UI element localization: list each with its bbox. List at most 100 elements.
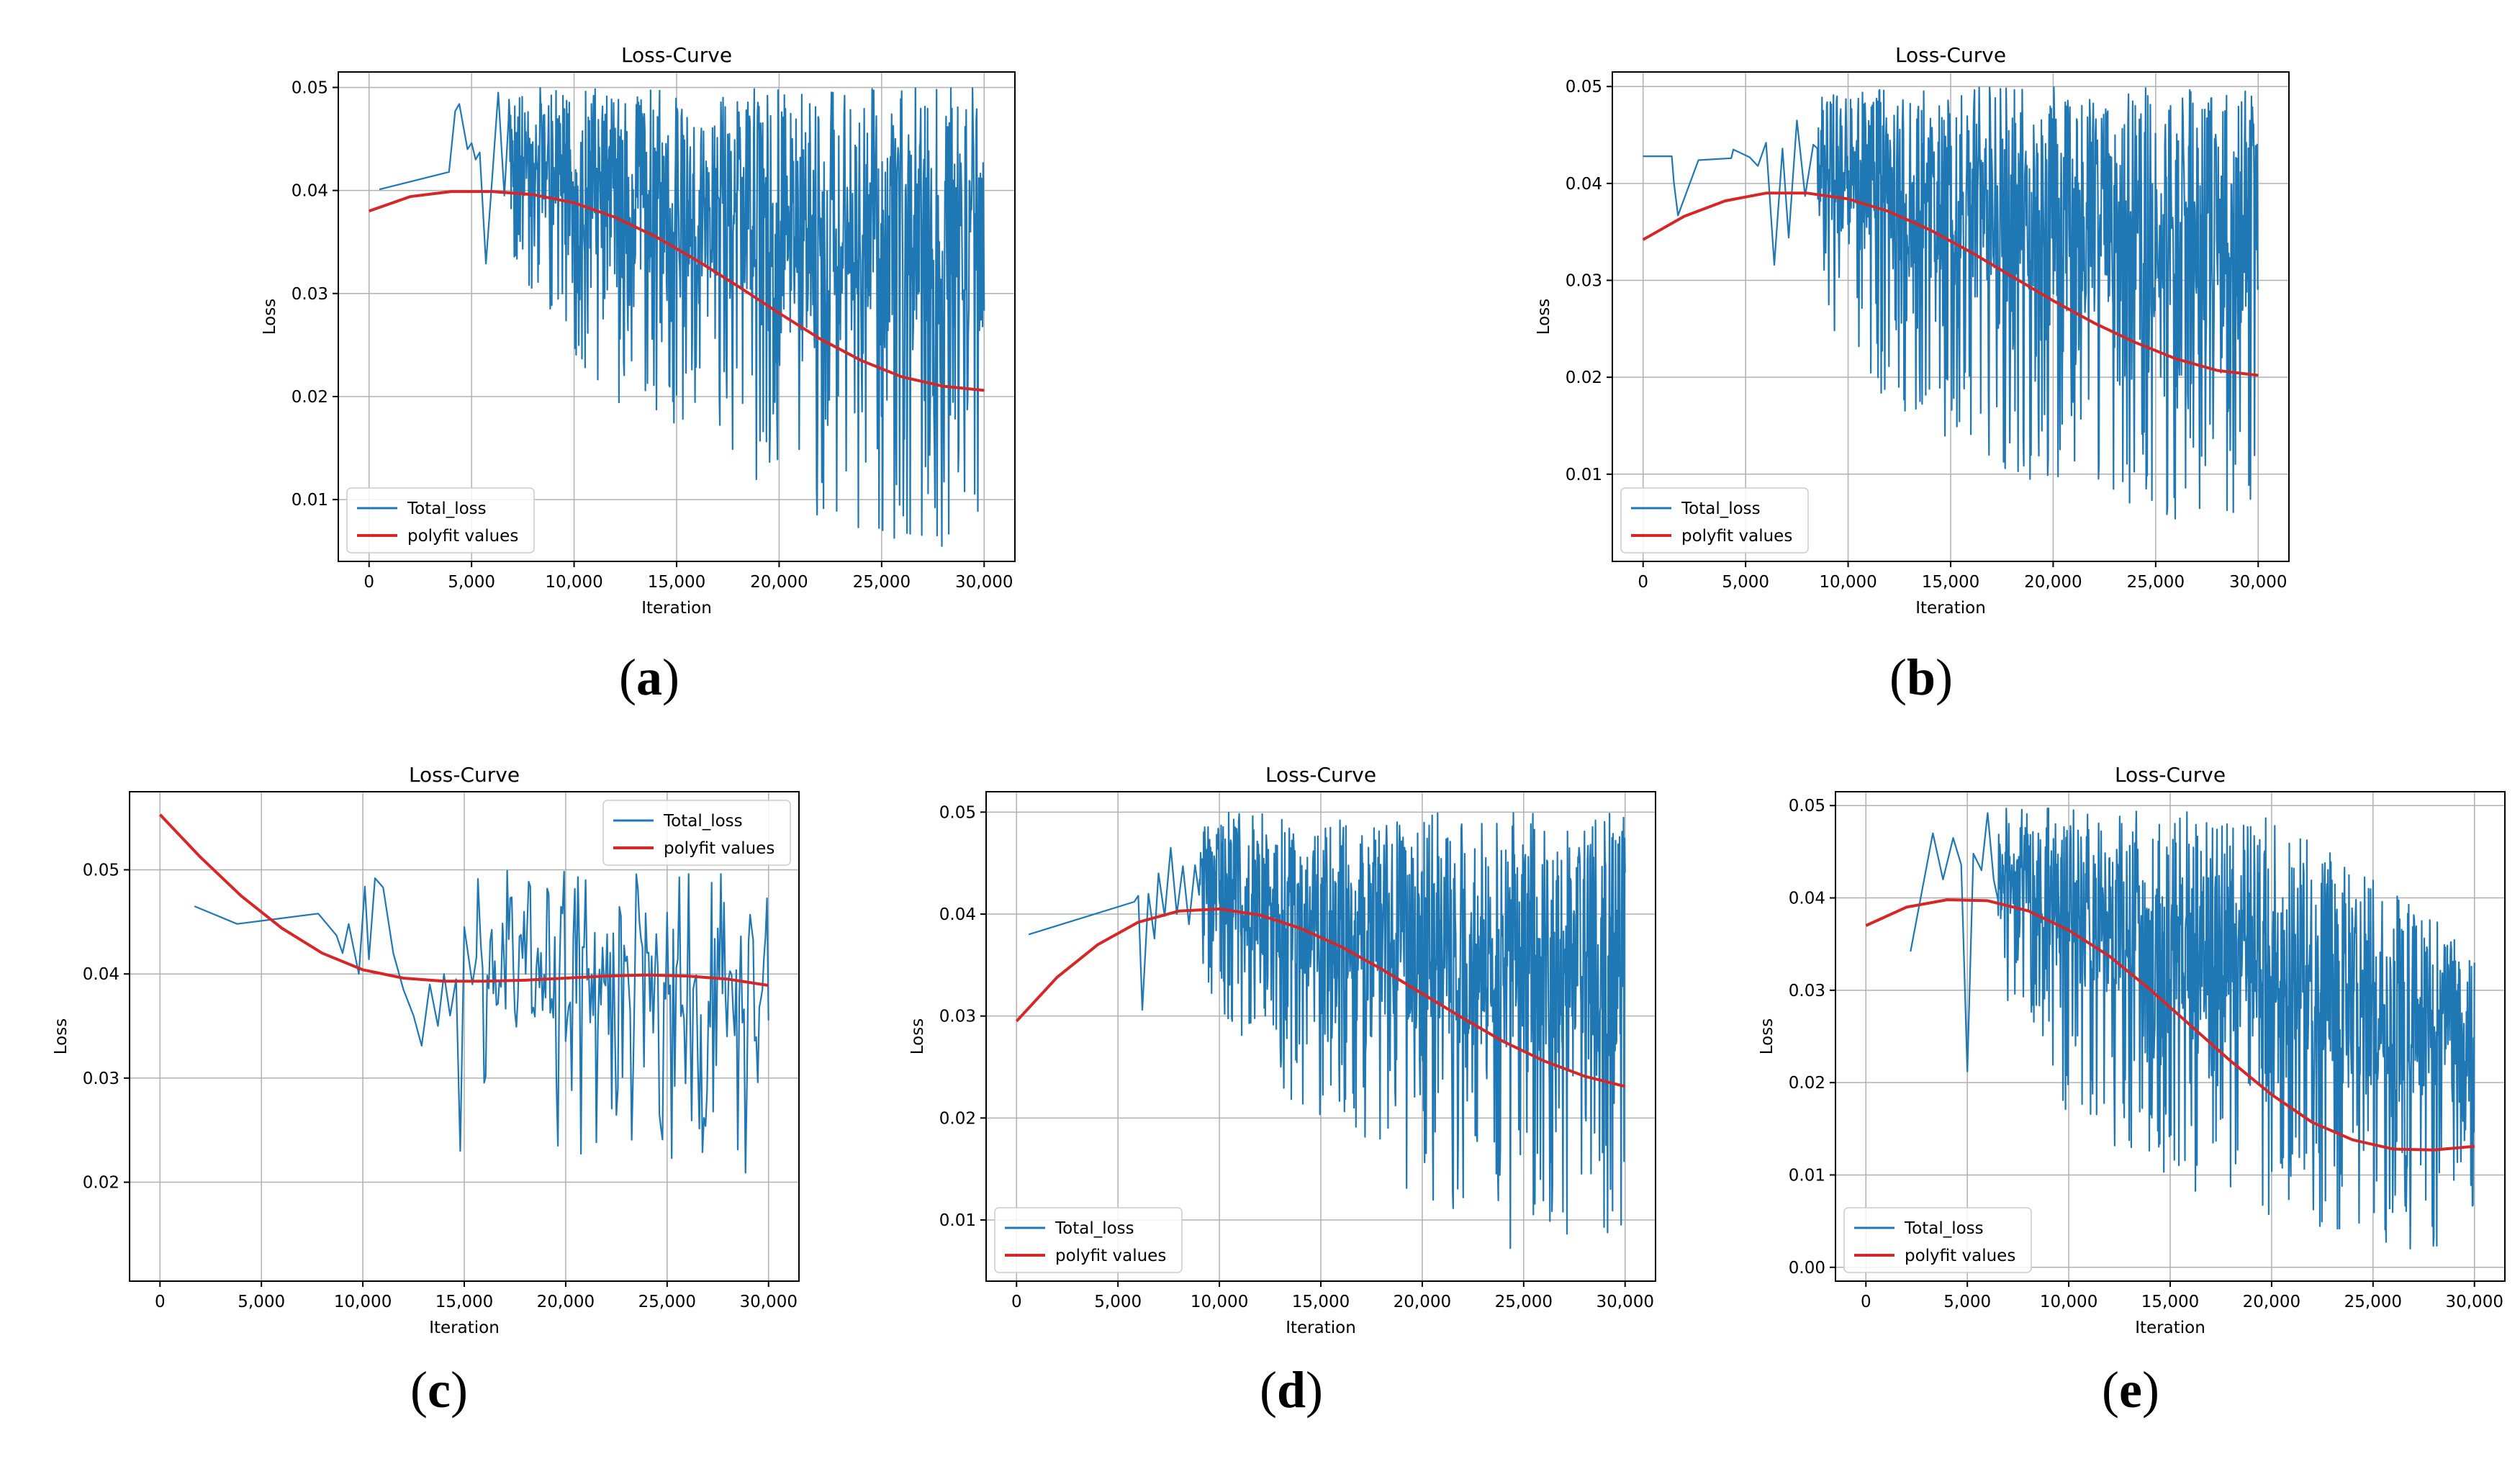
y-tick-label: 0.05 xyxy=(1789,797,1825,815)
y-tick-label: 0.02 xyxy=(1789,1074,1825,1093)
x-tick-label: 10,000 xyxy=(334,1293,392,1311)
series-total-loss-line xyxy=(379,86,985,547)
series-total-loss-line xyxy=(1028,811,1626,1249)
chart-title: Loss-Curve xyxy=(409,763,520,787)
x-tick-label: 20,000 xyxy=(2024,573,2082,592)
panel-c: Loss-Curve 0 5,000 10,000 15,000 20,000 25,000… xyxy=(29,749,813,1439)
series-polyfit-line xyxy=(1015,907,1626,1088)
x-axis-label: Iteration xyxy=(1286,1319,1356,1337)
series-polyfit-line xyxy=(158,813,769,987)
x-tick-label: 15,000 xyxy=(435,1293,493,1311)
y-tick-label: 0.03 xyxy=(939,1008,976,1026)
x-tick-label: 0 xyxy=(1861,1293,1871,1311)
panel-a: Loss-Curve 0 5,000 10,000 15,000 20,000 25,000… xyxy=(238,29,1029,706)
y-tick-label: 0.00 xyxy=(1789,1259,1825,1278)
y-tick-label: 0.04 xyxy=(292,182,328,201)
y-axis-label: Loss xyxy=(261,299,279,335)
x-tick-label: 15,000 xyxy=(648,573,705,592)
x-tick-label: 20,000 xyxy=(1394,1293,1451,1311)
x-tick-label: 15,000 xyxy=(1922,573,1979,592)
y-tick-label: 0.02 xyxy=(83,1174,119,1193)
x-tick-label: 15,000 xyxy=(1292,1293,1350,1311)
x-tick-label: 15,000 xyxy=(2141,1293,2199,1311)
caption-b: (b) xyxy=(1889,648,1954,706)
x-tick-label: 25,000 xyxy=(638,1293,696,1311)
x-tick-label: 10,000 xyxy=(1191,1293,1248,1311)
chart-title: Loss-Curve xyxy=(621,43,732,67)
y-tick-label: 0.01 xyxy=(1789,1166,1825,1185)
x-tick-label: 20,000 xyxy=(537,1293,595,1311)
y-tick-label: 0.01 xyxy=(292,491,328,510)
x-tick-label: 30,000 xyxy=(2229,573,2287,592)
x-tick-label: 5,000 xyxy=(1722,573,1769,592)
y-axis-label: Loss xyxy=(1758,1018,1776,1054)
y-tick-label: 0.03 xyxy=(292,285,328,304)
x-tick-label: 30,000 xyxy=(955,573,1013,592)
x-axis-label: Iteration xyxy=(1915,599,1986,618)
x-tick-label: 25,000 xyxy=(1495,1293,1553,1311)
caption-e: (e) xyxy=(2102,1361,2159,1419)
legend-label: polyfit values xyxy=(1681,527,1792,546)
chart-e: Loss-Curve 0 5,000 10,000 15,000 20,000 25,000… xyxy=(1758,763,2506,1337)
y-tick-label: 0.04 xyxy=(1566,175,1602,194)
x-tick-label: 0 xyxy=(1011,1293,1022,1311)
y-tick-label: 0.04 xyxy=(83,965,119,984)
legend-label: polyfit values xyxy=(1905,1247,2015,1265)
y-tick-label: 0.03 xyxy=(83,1070,119,1088)
x-tick-label: 25,000 xyxy=(2127,573,2185,592)
x-tick-label: 0 xyxy=(155,1293,166,1311)
x-axis-label: Iteration xyxy=(2135,1319,2205,1337)
y-tick-label: 0.02 xyxy=(1566,369,1602,387)
y-tick-label: 0.01 xyxy=(939,1211,976,1230)
x-tick-label: 25,000 xyxy=(2344,1293,2402,1311)
series-polyfit-line xyxy=(1865,898,2475,1152)
series-total-loss-line xyxy=(1643,86,2259,520)
x-axis-label: Iteration xyxy=(429,1319,500,1337)
x-axis-label: Iteration xyxy=(641,599,712,618)
chart-a: Loss-Curve 0 5,000 10,000 15,000 20,000 25,000… xyxy=(261,43,1016,618)
y-tick-label: 0.02 xyxy=(939,1109,976,1128)
y-tick-label: 0.01 xyxy=(1566,466,1602,484)
x-tick-label: 25,000 xyxy=(853,573,911,592)
chart-d: Loss-Curve 0 5,000 10,000 15,000 20,000 25,000… xyxy=(908,763,1656,1337)
y-axis-label: Loss xyxy=(908,1018,927,1054)
x-tick-label: 30,000 xyxy=(739,1293,797,1311)
x-tick-label: 5,000 xyxy=(238,1293,285,1311)
y-tick-label: 0.02 xyxy=(292,388,328,407)
x-tick-label: 10,000 xyxy=(2040,1293,2097,1311)
caption-d: (d) xyxy=(1260,1361,1324,1419)
x-tick-label: 30,000 xyxy=(2445,1293,2503,1311)
y-tick-label: 0.04 xyxy=(939,905,976,924)
panel-b: Loss-Curve 0 5,000 10,000 15,000 20,000 25,000… xyxy=(1512,29,2303,706)
legend-label: Total_loss xyxy=(1904,1219,1984,1238)
caption-c: (c) xyxy=(410,1361,468,1419)
chart-c: Loss-Curve 0 5,000 10,000 15,000 20,000 25,000… xyxy=(52,763,800,1337)
x-tick-label: 0 xyxy=(1638,573,1648,592)
y-tick-label: 0.03 xyxy=(1566,272,1602,291)
x-tick-label: 20,000 xyxy=(750,573,808,592)
series-total-loss-line xyxy=(194,869,769,1174)
x-tick-label: 0 xyxy=(363,573,374,592)
chart-b: Loss-Curve 0 5,000 10,000 15,000 20,000 25,000… xyxy=(1535,43,2290,618)
legend-label: Total_loss xyxy=(663,812,743,831)
y-axis-label: Loss xyxy=(52,1018,71,1054)
chart-title: Loss-Curve xyxy=(1265,763,1376,787)
legend-label: polyfit values xyxy=(1055,1247,1166,1265)
x-tick-label: 20,000 xyxy=(2243,1293,2300,1311)
y-tick-label: 0.04 xyxy=(1789,890,1825,908)
y-tick-label: 0.05 xyxy=(292,78,328,97)
y-tick-label: 0.05 xyxy=(1566,78,1602,96)
chart-title: Loss-Curve xyxy=(2115,763,2226,787)
y-axis-label: Loss xyxy=(1535,299,1553,335)
legend-label: polyfit values xyxy=(407,527,518,546)
panel-e: Loss-Curve 0 5,000 10,000 15,000 20,000 25,000… xyxy=(1735,749,2519,1439)
x-tick-label: 5,000 xyxy=(448,573,495,592)
chart-title: Loss-Curve xyxy=(1895,43,2006,67)
legend-label: polyfit values xyxy=(664,839,774,858)
y-tick-label: 0.05 xyxy=(83,862,119,880)
